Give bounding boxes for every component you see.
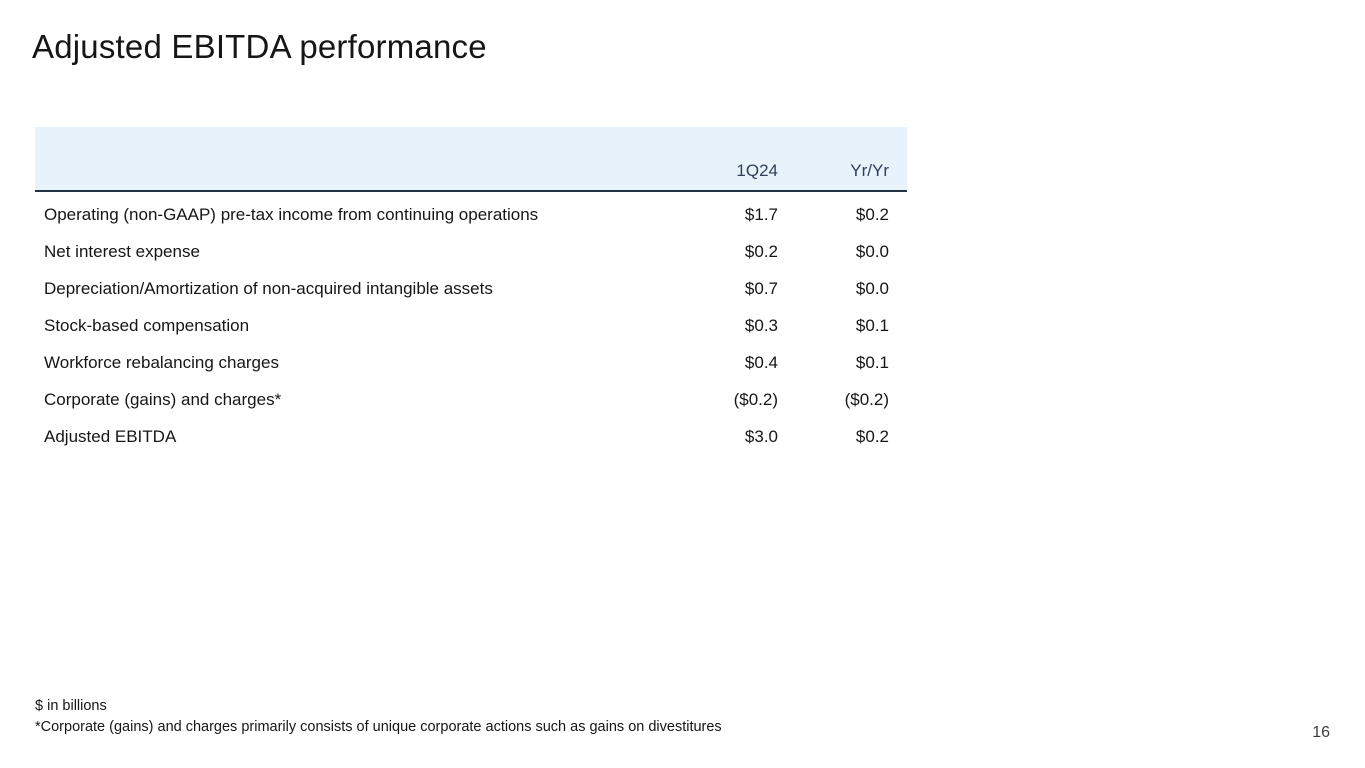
row-label: Stock-based compensation: [44, 315, 250, 335]
row-value-yryr: $0.0: [855, 241, 889, 261]
row-value-yryr: ($0.2): [844, 389, 889, 409]
row-label: Operating (non-GAAP) pre-tax income from…: [44, 204, 539, 224]
row-value-yryr: $0.1: [855, 315, 889, 335]
row-value-1q24: $1.7: [744, 204, 778, 224]
table-row: Adjusted EBITDA $3.0 $0.2: [35, 418, 907, 455]
table-row: Depreciation/Amortization of non-acquire…: [35, 270, 907, 307]
row-label: Workforce rebalancing charges: [44, 352, 279, 372]
table-row: Operating (non-GAAP) pre-tax income from…: [35, 196, 907, 233]
row-value-1q24: $0.7: [744, 278, 778, 298]
ebitda-table: 1Q24 Yr/Yr Operating (non-GAAP) pre-tax …: [35, 127, 907, 455]
footnote-corporate: *Corporate (gains) and charges primarily…: [35, 719, 722, 735]
table-row: Stock-based compensation $0.3 $0.1: [35, 307, 907, 344]
row-value-1q24: $0.4: [744, 352, 778, 372]
row-value-1q24: $0.2: [744, 241, 778, 261]
row-value-1q24: ($0.2): [733, 389, 778, 409]
row-label: Depreciation/Amortization of non-acquire…: [44, 278, 493, 298]
table-row: Corporate (gains) and charges* ($0.2) ($…: [35, 381, 907, 418]
footnote-units: $ in billions: [35, 698, 107, 714]
page-title: Adjusted EBITDA performance: [32, 28, 487, 65]
page-number: 16: [1312, 724, 1330, 741]
row-value-1q24: $3.0: [744, 426, 778, 446]
row-label: Net interest expense: [44, 241, 200, 261]
row-value-yryr: $0.2: [855, 204, 889, 224]
row-label: Corporate (gains) and charges*: [44, 389, 282, 409]
footnotes: $ in billions *Corporate (gains) and cha…: [35, 696, 722, 738]
row-value-yryr: $0.2: [855, 426, 889, 446]
column-header-yryr: Yr/Yr: [850, 161, 889, 180]
column-header-1q24: 1Q24: [736, 161, 778, 180]
row-value-1q24: $0.3: [744, 315, 778, 335]
row-label: Adjusted EBITDA: [44, 426, 177, 446]
table-row: Net interest expense $0.2 $0.0: [35, 233, 907, 270]
row-value-yryr: $0.1: [855, 352, 889, 372]
row-value-yryr: $0.0: [855, 278, 889, 298]
table-row: Workforce rebalancing charges $0.4 $0.1: [35, 344, 907, 381]
table-rows: Operating (non-GAAP) pre-tax income from…: [35, 192, 907, 455]
table-header-band: 1Q24 Yr/Yr: [35, 127, 907, 192]
